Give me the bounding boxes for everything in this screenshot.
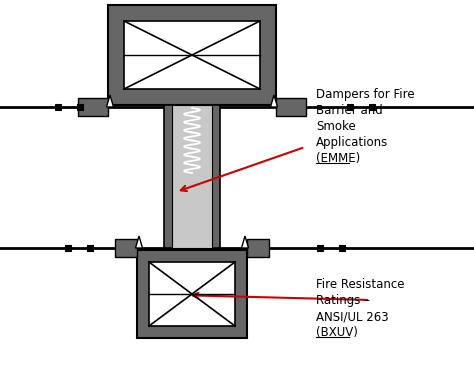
Text: Applications: Applications — [316, 136, 388, 149]
Bar — [164, 105, 220, 248]
Bar — [137, 250, 247, 338]
Bar — [87, 245, 93, 251]
Bar — [369, 104, 375, 110]
Text: (EMME): (EMME) — [316, 152, 360, 165]
Bar — [77, 104, 83, 110]
Bar — [317, 245, 323, 251]
Bar — [172, 105, 212, 248]
Bar — [65, 245, 71, 251]
Text: Barrier and: Barrier and — [316, 104, 383, 117]
Polygon shape — [241, 236, 248, 248]
Bar — [247, 239, 269, 257]
Bar — [276, 98, 306, 116]
Text: Smoke: Smoke — [316, 120, 356, 133]
Text: (BXUV): (BXUV) — [316, 326, 358, 339]
Text: Ratings –: Ratings – — [316, 294, 370, 307]
Bar — [124, 21, 260, 89]
Polygon shape — [271, 95, 277, 107]
Polygon shape — [136, 236, 143, 248]
Text: Dampers for Fire: Dampers for Fire — [316, 88, 415, 101]
Bar — [78, 98, 108, 116]
Bar — [108, 5, 276, 105]
Bar — [115, 239, 137, 257]
Bar — [55, 104, 61, 110]
Bar — [149, 262, 235, 326]
Bar — [339, 245, 345, 251]
Text: Fire Resistance: Fire Resistance — [316, 278, 404, 291]
Polygon shape — [107, 95, 113, 107]
Bar — [347, 104, 353, 110]
Text: ANSI/UL 263: ANSI/UL 263 — [316, 310, 389, 323]
